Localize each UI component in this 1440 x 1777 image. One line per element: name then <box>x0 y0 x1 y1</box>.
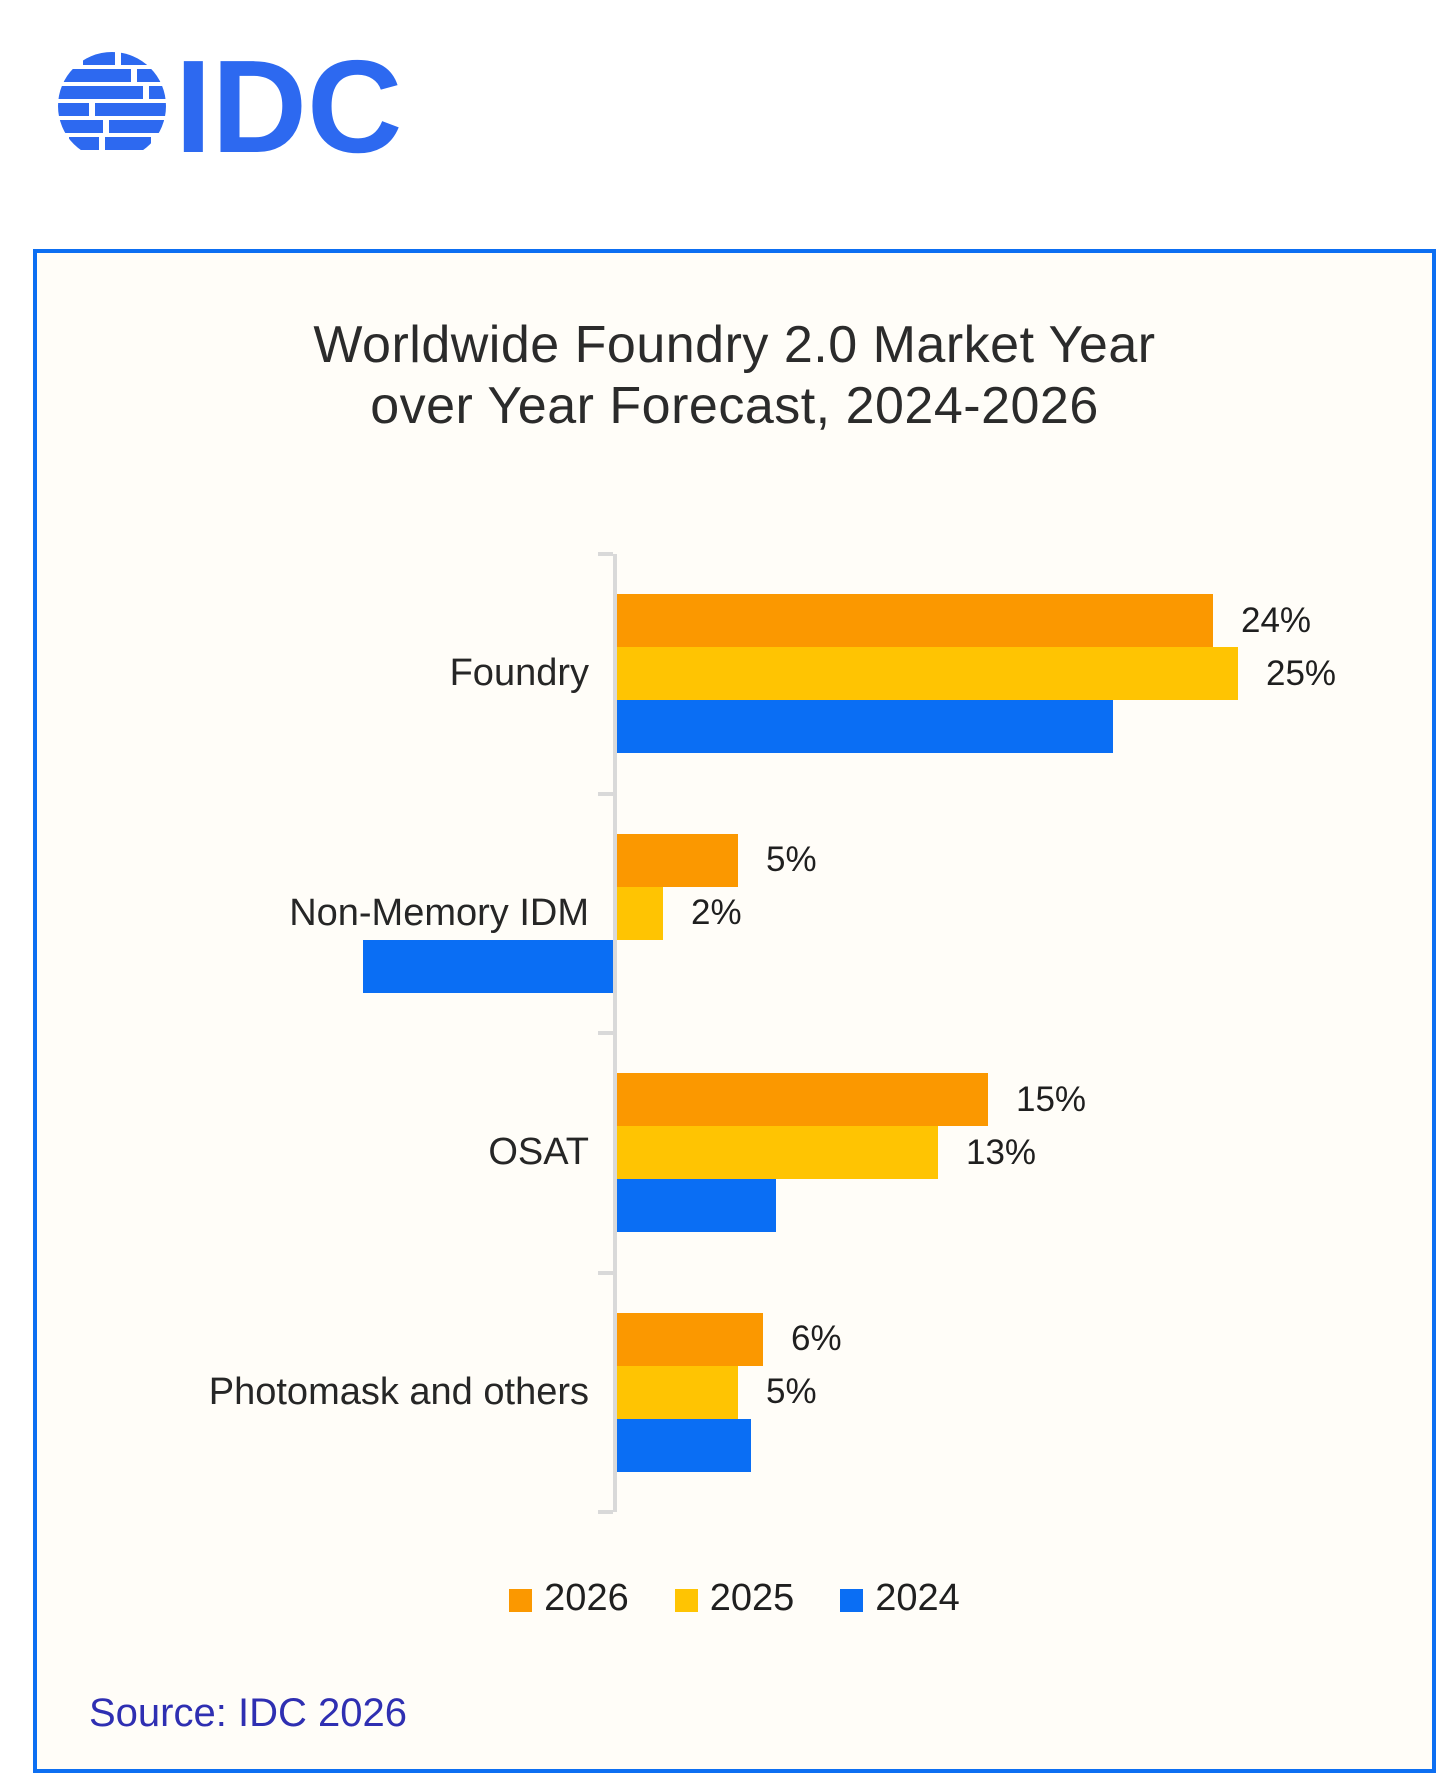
bar-value-label: 5% <box>766 1372 817 1411</box>
bar-2025 <box>613 886 663 940</box>
bar-2024 <box>613 1418 751 1472</box>
axis-tick <box>598 1270 613 1275</box>
bar-2026 <box>613 1073 988 1126</box>
bar-2026 <box>613 1312 763 1366</box>
category-label: Foundry <box>449 652 589 695</box>
bar-2026 <box>613 833 738 887</box>
category-axis-line <box>613 554 617 1512</box>
bar-value-label: 6% <box>791 1319 842 1358</box>
bar-2024 <box>613 1179 776 1232</box>
category-label: OSAT <box>488 1131 589 1174</box>
legend-item-2024: 2024 <box>840 1577 960 1620</box>
chart-title: Worldwide Foundry 2.0 Market Year over Y… <box>313 316 1156 436</box>
legend-swatch-icon <box>674 1588 698 1612</box>
bar-2026 <box>613 594 1213 647</box>
axis-tick <box>598 1510 613 1514</box>
axis-tick <box>598 791 613 796</box>
bar-2025 <box>613 647 1238 700</box>
bar-value-label: 5% <box>766 840 817 879</box>
legend: 2026 2025 2024 <box>37 1577 1432 1620</box>
category-label: Photomask and others <box>208 1370 589 1413</box>
bar-2025 <box>613 1126 938 1179</box>
bar-value-label: 13% <box>966 1132 1037 1172</box>
legend-label: 2026 <box>544 1577 629 1619</box>
legend-swatch-icon <box>840 1588 864 1612</box>
axis-tick <box>598 552 613 556</box>
bar-2024 <box>613 700 1113 753</box>
category-label: Non-Memory IDM <box>289 891 589 934</box>
legend-item-2026: 2026 <box>509 1577 629 1620</box>
legend-swatch-icon <box>509 1588 533 1612</box>
axis-tick <box>598 1031 613 1035</box>
idc-globe-icon <box>58 52 166 150</box>
plot-area: Foundry 24% 25% Non-Memory IDM 5% 2% OSAT 15% 13… <box>37 253 1432 1769</box>
bar-2024 <box>363 939 613 993</box>
idc-logo: IDC <box>58 44 402 169</box>
chart-card: Worldwide Foundry 2.0 Market Year over Y… <box>33 249 1436 1773</box>
legend-label: 2024 <box>875 1577 960 1619</box>
bar-value-label: 2% <box>691 893 742 932</box>
source-note: Source: IDC 2026 <box>89 1691 407 1735</box>
bar-value-label: 15% <box>1016 1079 1087 1119</box>
bar-2025 <box>613 1365 738 1419</box>
idc-logo-text: IDC <box>175 44 402 169</box>
legend-item-2025: 2025 <box>674 1577 795 1620</box>
legend-label: 2025 <box>709 1577 795 1619</box>
bar-value-label: 25% <box>1266 653 1337 693</box>
bar-value-label: 24% <box>1241 600 1312 640</box>
